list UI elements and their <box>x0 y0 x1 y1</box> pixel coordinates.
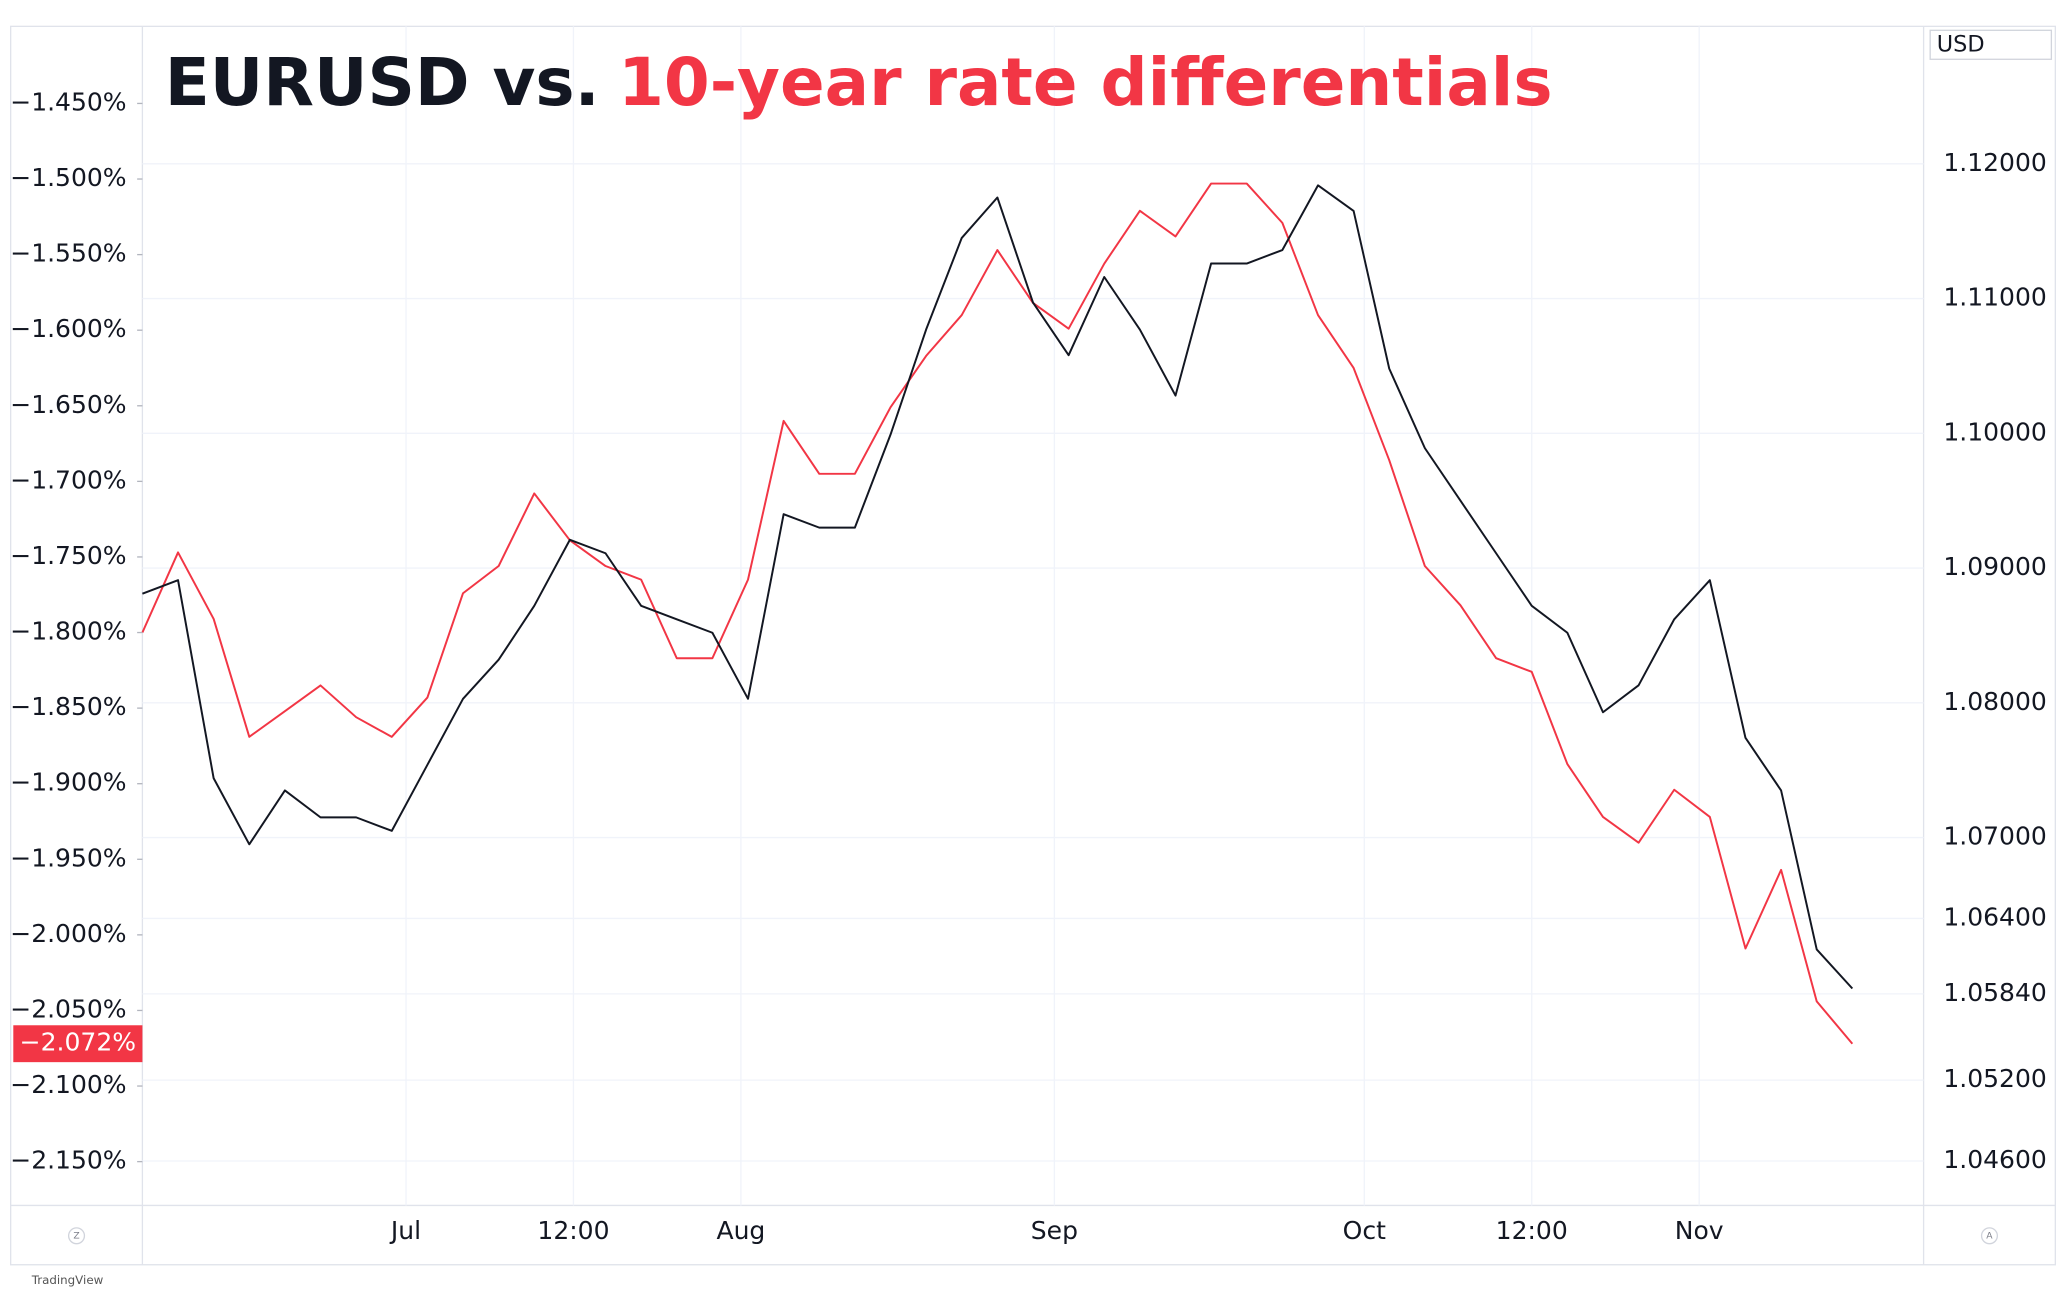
y-tick-label: −1.950% <box>10 843 126 872</box>
x-tick-label: Jul <box>389 1216 421 1245</box>
y2-tick-label: 1.09000 <box>1943 552 2046 581</box>
y2-tick-label: 1.04600 <box>1943 1145 2046 1174</box>
y-tick-label: −1.550% <box>10 239 126 268</box>
title-part: EURUSD vs. <box>165 44 600 121</box>
corner-button[interactable] <box>1980 1227 1999 1245</box>
y-tick-label: −1.900% <box>10 768 126 797</box>
plot <box>141 182 1854 1045</box>
y2-tick-label: 1.06400 <box>1943 902 2046 931</box>
y-tick-label: −1.750% <box>10 541 126 570</box>
x-tick-label: 12:00 <box>537 1216 609 1245</box>
last-value-box <box>13 1025 143 1063</box>
unit-label: USD <box>1937 31 1985 57</box>
y-tick-label: −1.600% <box>10 314 126 343</box>
series-line <box>141 182 1854 1045</box>
y-tick-label: −2.050% <box>10 994 126 1023</box>
y-tick-label: −2.100% <box>10 1070 126 1099</box>
series-line <box>142 184 1854 990</box>
y2-tick-label: 1.11000 <box>1943 283 2046 312</box>
corner-button-label[interactable]: A <box>1986 1230 1993 1241</box>
y-tick-label: −2.150% <box>10 1146 126 1175</box>
y-tick-label: −1.800% <box>10 617 126 646</box>
x-tick-label: Oct <box>1343 1216 1386 1245</box>
corner-button[interactable] <box>67 1227 86 1245</box>
title-part: 10-year rate differentials <box>618 44 1552 121</box>
unit-box <box>1929 29 2053 60</box>
y-tick-label: −1.500% <box>10 163 126 192</box>
y2-tick-label: 1.12000 <box>1943 148 2046 177</box>
y-tick-label: −1.450% <box>10 87 126 116</box>
y-tick-label: −1.700% <box>10 465 126 494</box>
corner-button-label[interactable]: Z <box>73 1230 79 1241</box>
y2-tick-label: 1.05840 <box>1943 978 2046 1007</box>
y2-tick-label: 1.07000 <box>1943 822 2046 851</box>
last-value-label: −2.072% <box>20 1028 136 1057</box>
chart-title: EURUSD vs. 10-year rate differentials <box>165 44 1553 121</box>
x-tick-label: 12:00 <box>1496 1216 1568 1245</box>
y2-tick-label: 1.05200 <box>1943 1064 2046 1093</box>
y-tick-label: −1.850% <box>10 692 126 721</box>
grid <box>142 26 1924 1206</box>
frame <box>10 25 2056 1266</box>
brand: TradingView <box>31 1273 104 1287</box>
y2-tick-label: 1.08000 <box>1943 687 2046 716</box>
y-tick-label: −2.000% <box>10 919 126 948</box>
axes: Jul 12:00 Aug Sep Oct 12:00 Nov 1.12000 1.11000 1… <box>10 87 2047 1244</box>
y-tick-label: −1.650% <box>10 390 126 419</box>
x-tick-label: Nov <box>1675 1216 1724 1245</box>
x-tick-label: Sep <box>1031 1216 1078 1245</box>
y2-tick-label: 1.10000 <box>1943 417 2046 446</box>
x-tick-label: Aug <box>716 1216 765 1245</box>
